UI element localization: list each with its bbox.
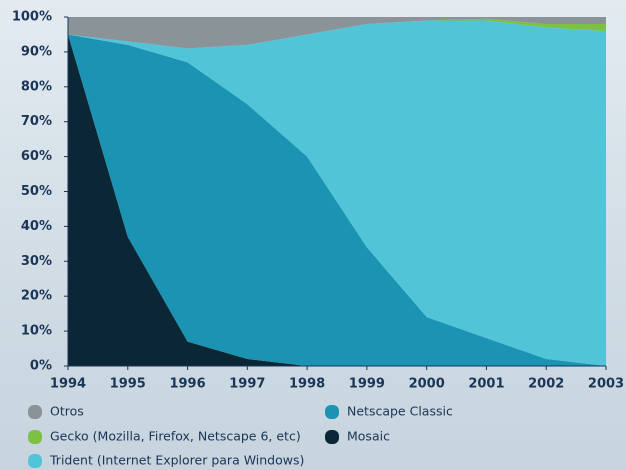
y-tick-label: 10% bbox=[21, 324, 52, 339]
legend-marker bbox=[28, 430, 42, 444]
x-tick-label: 2000 bbox=[409, 377, 445, 392]
x-tick-label: 2003 bbox=[588, 377, 624, 392]
area bbox=[68, 34, 606, 366]
legend-marker bbox=[325, 405, 339, 419]
x-tick-label: 1998 bbox=[289, 377, 325, 392]
x-tick-label: 1997 bbox=[229, 377, 265, 392]
y-tick-label: 50% bbox=[21, 184, 52, 199]
x-tick-label: 2001 bbox=[468, 377, 504, 392]
y-tick-label: 70% bbox=[21, 114, 52, 129]
area bbox=[68, 20, 606, 367]
legend-marker bbox=[28, 405, 42, 419]
y-tick-label: 90% bbox=[21, 44, 52, 59]
y-tick-label: 80% bbox=[21, 79, 52, 94]
y-tick-label: 60% bbox=[21, 149, 52, 164]
y-tick-label: 30% bbox=[21, 254, 52, 269]
legend-label: Netscape Classic bbox=[347, 404, 453, 419]
x-tick-label: 2002 bbox=[528, 377, 564, 392]
y-tick-label: 100% bbox=[12, 10, 52, 25]
legend-marker bbox=[325, 430, 339, 444]
y-tick-label: 0% bbox=[30, 359, 52, 374]
x-tick-label: 1995 bbox=[110, 377, 146, 392]
area bbox=[68, 34, 606, 366]
x-tick-label: 1999 bbox=[349, 377, 385, 392]
y-tick-label: 40% bbox=[21, 219, 52, 234]
x-tick-label: 1996 bbox=[169, 377, 205, 392]
x-tick-label: 1994 bbox=[50, 377, 86, 392]
y-tick-label: 20% bbox=[21, 289, 52, 304]
legend-label: Trident (Internet Explorer para Windows) bbox=[49, 453, 304, 468]
legend-label: Mosaic bbox=[347, 429, 390, 444]
legend-label: Otros bbox=[50, 404, 84, 419]
area bbox=[68, 17, 606, 49]
legend-marker bbox=[28, 454, 42, 468]
legend-label: Gecko (Mozilla, Firefox, Netscape 6, etc… bbox=[50, 429, 301, 444]
